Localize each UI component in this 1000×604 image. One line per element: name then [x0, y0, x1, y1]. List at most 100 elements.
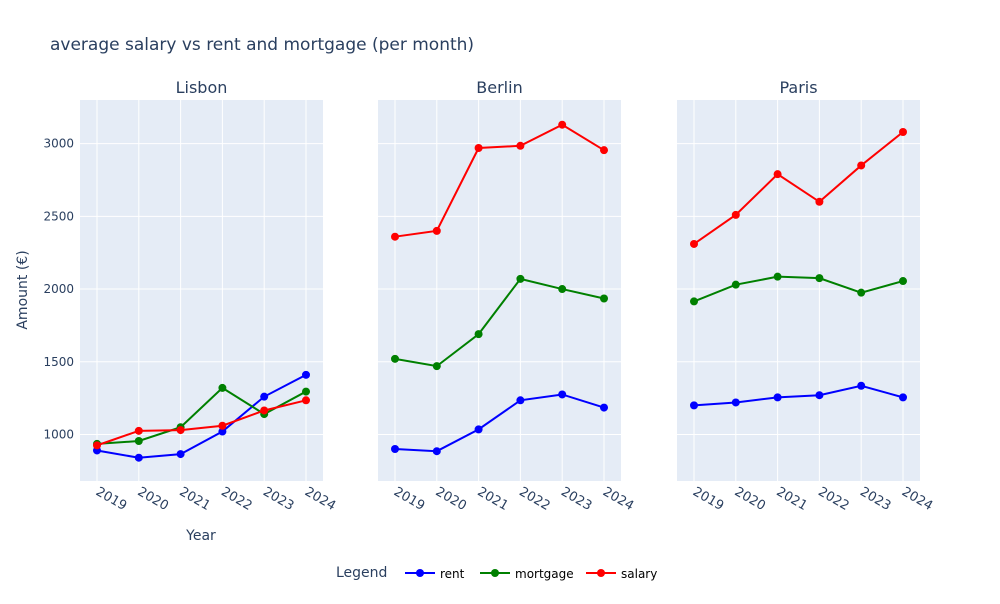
data-point-mortgage — [432, 362, 441, 371]
data-point-mortgage — [474, 330, 483, 339]
x-tick-label: 2024 — [302, 484, 338, 514]
data-point-rent — [302, 370, 310, 379]
chart-title: average salary vs rent and mortgage (per… — [50, 35, 474, 55]
plot-background — [80, 100, 323, 481]
data-point-mortgage — [391, 354, 399, 363]
x-tick-label: 2022 — [815, 484, 851, 514]
series-line-mortgage — [96, 386, 307, 445]
series-line-rent — [96, 373, 307, 459]
data-point-rent — [731, 398, 740, 407]
y-tick-label: 2000 — [43, 282, 74, 296]
data-point-salary — [516, 141, 525, 150]
data-point-salary — [731, 210, 740, 219]
panel-berlin: Berlin 2019 2020 2021 2022 2023 2024 — [378, 78, 636, 514]
data-point-mortgage — [731, 280, 740, 289]
legend-item-rent[interactable]: rent — [405, 567, 465, 581]
x-tick-label: 2024 — [600, 484, 636, 514]
y-axis-title: Amount (€) — [15, 250, 31, 329]
data-point-rent — [815, 391, 824, 400]
plot-background — [677, 100, 920, 481]
series-line-salary — [394, 123, 605, 238]
series-line-salary — [96, 399, 307, 447]
data-point-mortgage — [558, 285, 567, 294]
panel-title: Paris — [779, 78, 817, 97]
series-line-rent — [394, 393, 605, 453]
y-tick-label: 3000 — [43, 137, 74, 151]
x-tick-label: 2020 — [135, 484, 171, 514]
x-tick-label: 2019 — [391, 484, 427, 514]
plot-background — [378, 100, 621, 481]
legend: Legend rent mortgage salary — [336, 565, 657, 581]
series-line-salary — [693, 131, 904, 245]
data-point-mortgage — [218, 383, 227, 392]
data-point-salary — [176, 426, 185, 435]
x-tick-label: 2022 — [218, 484, 254, 514]
data-point-mortgage — [134, 437, 143, 446]
legend-label-rent: rent — [440, 567, 465, 581]
data-point-rent — [857, 381, 866, 390]
data-point-salary — [93, 441, 101, 450]
x-tick-label: 2023 — [857, 484, 893, 514]
legend-label-mortgage: mortgage — [515, 567, 574, 581]
x-tick-label: 2022 — [516, 484, 552, 514]
panel-title: Berlin — [476, 78, 522, 97]
panel-paris: Paris 2019 2020 2021 2022 2023 2024 — [677, 78, 935, 514]
data-point-salary — [857, 161, 866, 170]
data-point-rent — [773, 393, 782, 402]
data-point-mortgage — [857, 288, 866, 297]
x-tick-label: 2019 — [93, 484, 129, 514]
legend-label-salary: salary — [621, 567, 657, 581]
data-point-salary — [302, 396, 310, 405]
data-point-rent — [899, 393, 907, 402]
x-tick-label: 2020 — [433, 484, 469, 514]
data-point-rent — [260, 392, 269, 401]
legend-item-salary[interactable]: salary — [586, 567, 657, 581]
data-point-salary — [474, 143, 483, 152]
series-line-mortgage — [693, 275, 904, 303]
data-point-rent — [690, 401, 698, 410]
data-point-salary — [134, 426, 143, 435]
legend-marker-mortgage — [491, 569, 499, 577]
x-tick-label: 2020 — [732, 484, 768, 514]
series-line-rent — [693, 384, 904, 407]
x-tick-label: 2021 — [774, 484, 810, 514]
data-point-salary — [218, 421, 227, 430]
data-point-salary — [391, 232, 399, 241]
data-point-rent — [558, 390, 567, 399]
legend-title: Legend — [336, 565, 387, 581]
panel-title: Lisbon — [176, 78, 228, 97]
data-point-mortgage — [302, 387, 310, 396]
data-point-mortgage — [899, 277, 907, 286]
data-point-salary — [690, 239, 698, 248]
y-tick-label: 1500 — [43, 355, 74, 369]
data-point-rent — [600, 403, 608, 412]
data-point-mortgage — [690, 297, 698, 306]
data-point-rent — [134, 453, 143, 462]
series-line-mortgage — [394, 277, 605, 368]
legend-item-mortgage[interactable]: mortgage — [480, 567, 574, 581]
data-point-mortgage — [815, 274, 824, 283]
data-point-rent — [516, 396, 525, 405]
data-point-mortgage — [600, 294, 608, 303]
x-tick-label: 2023 — [260, 484, 296, 514]
legend-marker-salary — [597, 569, 605, 577]
x-tick-label: 2023 — [558, 484, 594, 514]
x-axis-title: Year — [185, 528, 216, 544]
data-point-salary — [600, 146, 608, 155]
data-point-salary — [260, 406, 269, 415]
x-tick-label: 2024 — [899, 484, 935, 514]
data-point-rent — [474, 425, 483, 434]
data-point-salary — [432, 226, 441, 235]
y-tick-label: 1000 — [43, 427, 74, 441]
x-tick-label: 2021 — [177, 484, 213, 514]
data-point-rent — [176, 450, 185, 459]
data-point-rent — [218, 427, 227, 436]
data-point-salary — [558, 120, 567, 129]
x-tick-label: 2019 — [690, 484, 726, 514]
data-point-salary — [899, 127, 907, 136]
legend-marker-rent — [416, 569, 424, 577]
y-tick-label: 2500 — [43, 209, 74, 223]
